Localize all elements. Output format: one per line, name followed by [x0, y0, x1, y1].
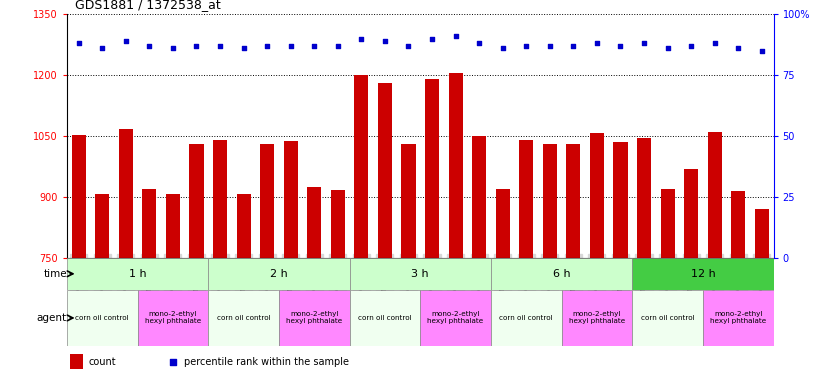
Point [95, 45, 109, 51]
Text: 6 h: 6 h [552, 269, 570, 279]
Text: 1 h: 1 h [129, 269, 146, 279]
Bar [491, 290, 561, 346]
Bar [349, 290, 420, 346]
Bar [519, 140, 534, 258]
Bar [189, 144, 203, 258]
Bar [637, 138, 651, 258]
Bar [472, 136, 486, 258]
Bar [95, 194, 109, 258]
Text: corn oil control: corn oil control [358, 315, 412, 321]
Text: agent: agent [37, 313, 67, 323]
Point [143, 43, 156, 49]
Point [449, 33, 462, 39]
Text: GDS1881 / 1372538_at: GDS1881 / 1372538_at [75, 0, 221, 11]
Point [119, 38, 132, 44]
Text: percentile rank within the sample: percentile rank within the sample [184, 357, 348, 367]
Point [661, 45, 674, 51]
Point [214, 43, 227, 49]
Bar [614, 142, 628, 258]
Text: 3 h: 3 h [411, 269, 429, 279]
Text: mono-2-ethyl
hexyl phthalate: mono-2-ethyl hexyl phthalate [569, 311, 625, 324]
Point [425, 36, 438, 42]
Bar [166, 194, 180, 258]
Bar [401, 144, 415, 258]
Point [637, 40, 650, 46]
Bar [208, 258, 349, 290]
Point [685, 43, 698, 49]
Bar [349, 258, 491, 290]
Point [260, 43, 273, 49]
Bar [70, 354, 83, 369]
Point [355, 36, 368, 42]
Bar [660, 189, 675, 258]
Point [237, 45, 250, 51]
Text: corn oil control: corn oil control [641, 315, 694, 321]
Bar [72, 135, 86, 258]
Bar [208, 290, 279, 346]
Bar [425, 79, 439, 258]
Bar [495, 189, 510, 258]
Point [591, 40, 604, 46]
Bar [378, 83, 392, 258]
Bar [632, 290, 703, 346]
Bar [354, 75, 368, 258]
Bar [67, 258, 208, 290]
Point [496, 45, 509, 51]
Point [543, 43, 557, 49]
Text: corn oil control: corn oil control [217, 315, 270, 321]
Bar [731, 191, 745, 258]
Point [166, 359, 180, 365]
Point [756, 48, 769, 54]
Text: mono-2-ethyl
hexyl phthalate: mono-2-ethyl hexyl phthalate [286, 311, 343, 324]
Text: mono-2-ethyl
hexyl phthalate: mono-2-ethyl hexyl phthalate [144, 311, 201, 324]
Text: 12 h: 12 h [690, 269, 716, 279]
Bar [703, 290, 774, 346]
Text: corn oil control: corn oil control [75, 315, 129, 321]
Bar [420, 290, 491, 346]
Bar [213, 140, 227, 258]
Bar [307, 187, 322, 258]
Bar [284, 141, 298, 258]
Text: corn oil control: corn oil control [499, 315, 553, 321]
Bar [142, 189, 157, 258]
Point [472, 40, 486, 46]
Point [614, 43, 627, 49]
Bar [491, 258, 632, 290]
Point [402, 43, 415, 49]
Bar [67, 290, 138, 346]
Point [331, 43, 344, 49]
Text: 2 h: 2 h [270, 269, 288, 279]
Bar [566, 144, 580, 258]
Point [379, 38, 392, 44]
Point [567, 43, 580, 49]
Text: time: time [43, 269, 67, 279]
Bar [543, 144, 557, 258]
Bar [561, 290, 632, 346]
Point [190, 43, 203, 49]
Bar [138, 290, 208, 346]
Point [72, 40, 85, 46]
Bar [237, 194, 251, 258]
Bar [279, 290, 349, 346]
Text: count: count [88, 357, 116, 367]
Bar [590, 133, 604, 258]
Bar [330, 190, 345, 258]
Bar [707, 132, 721, 258]
Bar [632, 258, 774, 290]
Point [708, 40, 721, 46]
Point [284, 43, 297, 49]
Point [166, 45, 180, 51]
Bar [755, 209, 769, 258]
Bar [119, 129, 133, 258]
Bar [684, 169, 698, 258]
Point [520, 43, 533, 49]
Text: mono-2-ethyl
hexyl phthalate: mono-2-ethyl hexyl phthalate [428, 311, 484, 324]
Point [308, 43, 321, 49]
Bar [260, 144, 274, 258]
Text: mono-2-ethyl
hexyl phthalate: mono-2-ethyl hexyl phthalate [710, 311, 766, 324]
Point [732, 45, 745, 51]
Bar [449, 73, 463, 258]
